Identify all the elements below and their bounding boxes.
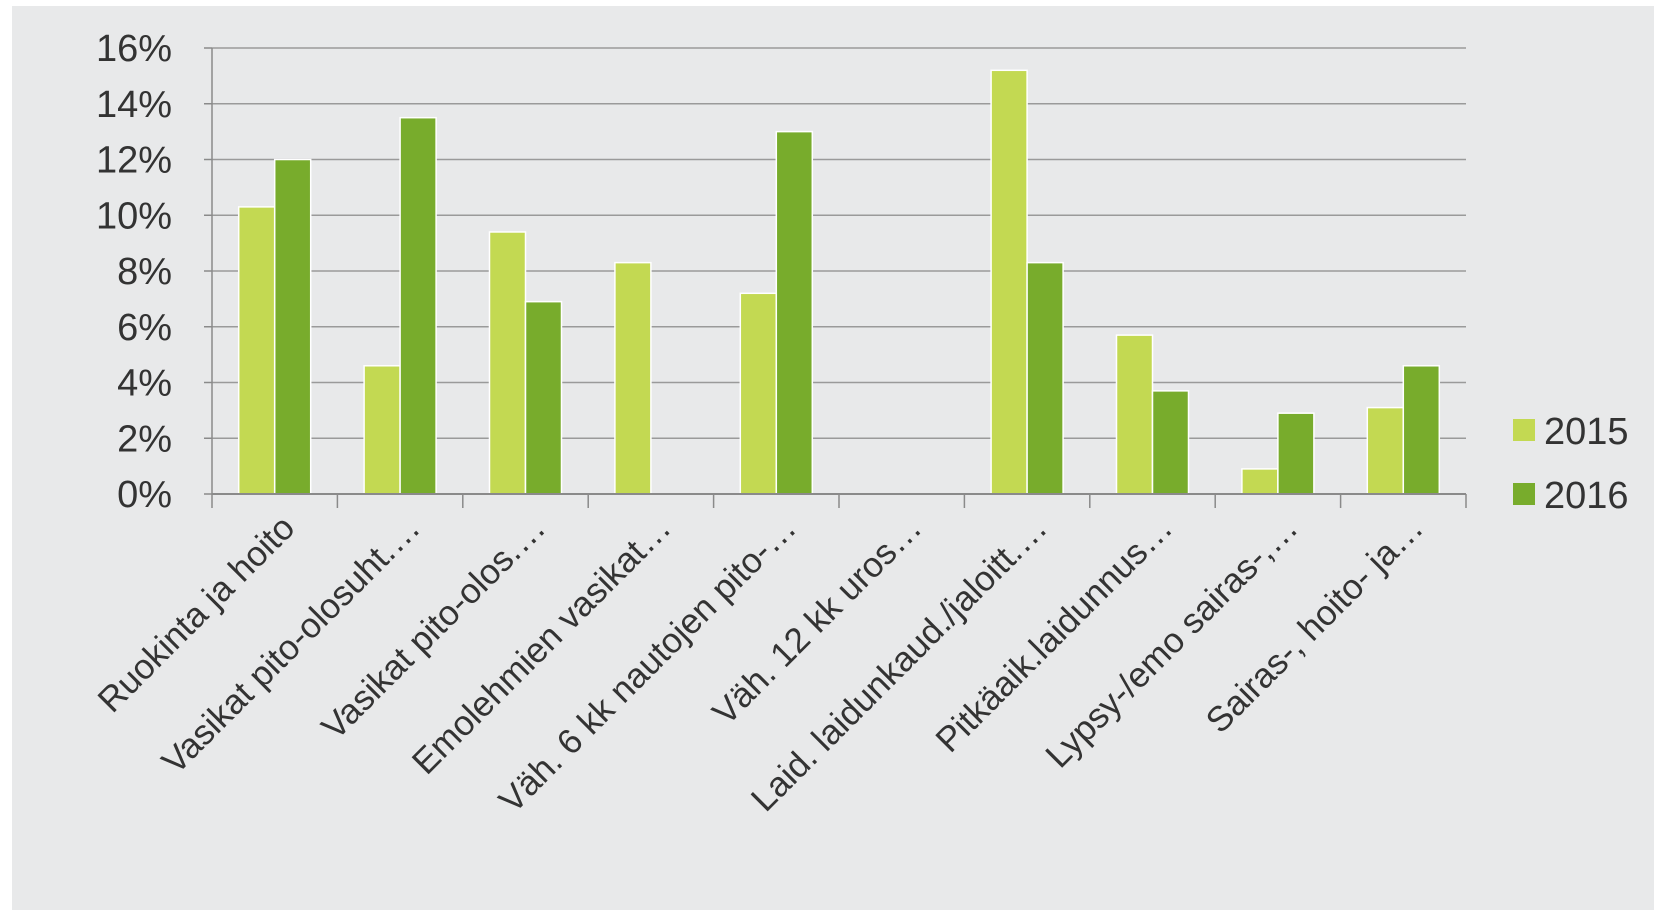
y-tick-label: 16% [96, 28, 172, 70]
bar-2016-9 [1277, 412, 1315, 495]
y-tick-label: 4% [117, 363, 172, 405]
x-category-label: Lypsy-/emo sairas-,… [1038, 508, 1305, 775]
y-tick-label: 6% [117, 307, 172, 349]
y-tick-label: 14% [96, 84, 172, 126]
y-tick-label: 10% [96, 195, 172, 237]
y-tick-label: 0% [117, 474, 172, 516]
bars [237, 69, 1441, 495]
bar-2016-5 [775, 130, 814, 495]
x-category-label: Väh. 12 kk uros… [705, 508, 929, 732]
bar-2016-1 [273, 158, 312, 495]
legend-swatch-2016 [1513, 483, 1535, 505]
bar-2015-8 [1115, 334, 1154, 495]
bar-2016-8 [1151, 390, 1190, 495]
y-tick-label: 12% [96, 140, 172, 182]
y-tick-label: 8% [117, 251, 172, 293]
legend-label-2015: 2015 [1544, 411, 1629, 453]
bar-2015-2 [363, 365, 401, 495]
y-tick-labels: 0% 2% 4% 6% 8% 10% 12% 14% 16% [96, 28, 172, 516]
x-category-label: Pitkäaik.laidunnus… [928, 508, 1180, 760]
bar-2015-5 [739, 292, 778, 495]
bar-2016-10 [1402, 365, 1441, 495]
legend-label-2016: 2016 [1544, 475, 1629, 517]
bar-2016-7 [1026, 261, 1064, 495]
x-category-label: Vasikat pito-olosuht.… [154, 508, 427, 781]
x-category-label: Vasikat pito-olos.… [314, 508, 553, 747]
bar-2016-3 [524, 300, 563, 495]
y-tick-label: 2% [117, 418, 172, 460]
bar-2015-4 [614, 261, 652, 495]
bar-2015-9 [1241, 468, 1279, 495]
axes [204, 47, 1467, 508]
bar-2015-1 [237, 206, 276, 495]
bar-2015-10 [1366, 406, 1405, 495]
bar-2015-7 [990, 69, 1028, 495]
x-category-label: Sairas-, hoito- ja… [1198, 508, 1431, 741]
legend: 2015 2016 [1513, 411, 1629, 517]
bar-2016-2 [399, 116, 437, 495]
bar-2015-3 [488, 231, 527, 495]
x-category-label: Emolehmien vasikat… [405, 508, 679, 782]
legend-swatch-2015 [1513, 419, 1535, 441]
